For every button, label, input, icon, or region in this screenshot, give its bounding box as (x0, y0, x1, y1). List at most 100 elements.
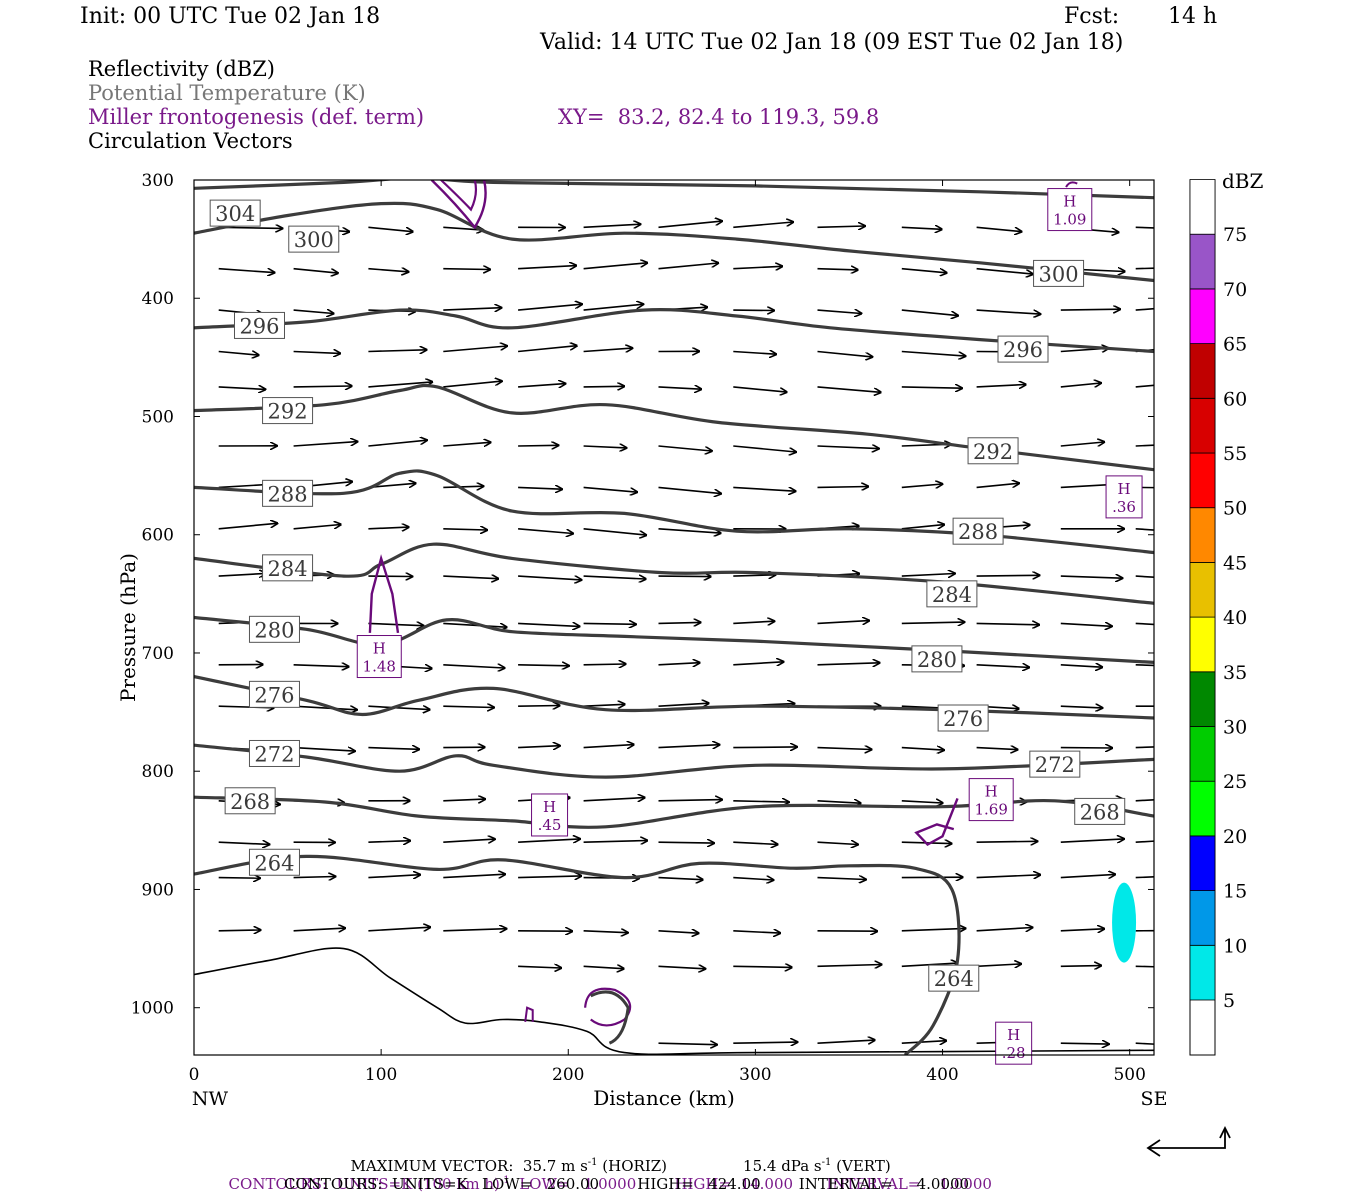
exp: -1 (821, 1157, 832, 1168)
circulation-vector (518, 623, 579, 626)
circulation-vector (658, 703, 709, 706)
circulation-vector (976, 928, 1033, 931)
legend-vectors: Circulation Vectors (88, 129, 293, 153)
reflectivity-area (1112, 882, 1137, 963)
forecast-hour: 14 h (1168, 4, 1218, 29)
circulation-vector (901, 267, 947, 273)
colorbar-label: 45 (1223, 552, 1247, 574)
circulation-vector (1135, 444, 1154, 447)
colorbar-title: dBZ (1222, 169, 1264, 193)
circulation-vector (658, 486, 722, 493)
circulation-vector (733, 931, 780, 933)
theta-label: 288 (268, 482, 308, 506)
theta-label: 288 (958, 520, 998, 544)
circulation-vector (658, 263, 719, 270)
colorbar-swatch (1189, 397, 1216, 454)
circulation-vector (368, 483, 415, 489)
circulation-vector (1060, 929, 1104, 931)
x-axis-title: Distance (km) (593, 1086, 735, 1110)
fronto-max-label: H (1063, 193, 1076, 211)
circulation-vector (817, 350, 873, 357)
circulation-vector (658, 445, 712, 451)
max-vector-horiz: MAXIMUM VECTOR: 35.7 m s (350, 1157, 588, 1175)
circulation-vector (733, 486, 795, 491)
theta-label-box (911, 645, 963, 673)
circulation-vector (901, 387, 962, 388)
circulation-vector (817, 878, 866, 880)
theta-label-box (248, 848, 300, 876)
circulation-vector (218, 878, 260, 879)
circulation-vector (293, 928, 346, 931)
circulation-vector (976, 226, 1022, 231)
circulation-vector (817, 842, 858, 844)
circulation-vector (518, 384, 565, 387)
circulation-vector (583, 263, 648, 270)
fronto-contour (584, 987, 632, 1027)
circulation-vector (368, 226, 412, 231)
circulation-vector (901, 350, 966, 357)
colorbar-swatch (1189, 233, 1216, 290)
circulation-vector (976, 309, 1041, 314)
colorbar-label: 15 (1223, 881, 1247, 903)
circulation-vector (293, 705, 357, 710)
max-vector-vert: 15.4 dPa s (743, 1157, 822, 1175)
colorbar-swatch (1189, 616, 1216, 673)
theta-label: 280 (917, 648, 957, 672)
circulation-vector (518, 706, 559, 707)
circulation-vector (518, 346, 577, 353)
circulation-vector (658, 221, 723, 229)
y-tick-label: 400 (142, 289, 174, 309)
y-tick-label: 800 (142, 762, 174, 782)
circulation-vector (1135, 876, 1154, 879)
circulation-vector (443, 929, 506, 931)
y-tick-label: 700 (142, 644, 174, 664)
x-tick-label: 200 (552, 1065, 584, 1085)
circulation-vector (733, 352, 776, 355)
circulation-vector (817, 1040, 875, 1043)
x-tick-label: 300 (739, 1065, 771, 1085)
circulation-vector (293, 310, 334, 313)
colorbar-swatch (1189, 288, 1216, 344)
circulation-vector (443, 706, 494, 707)
theta-label-box (248, 739, 300, 767)
theta-contour-264 (194, 854, 961, 1055)
x-tick-label: 500 (1113, 1065, 1145, 1085)
circulation-vector (443, 799, 485, 801)
fronto-max-value: .45 (538, 816, 562, 834)
fronto-max-box (995, 1021, 1033, 1065)
circulation-vector (583, 841, 648, 843)
circulation-vector (817, 663, 880, 665)
theta-label-box (1029, 750, 1081, 778)
circulation-vector (583, 798, 645, 801)
circulation-vector (583, 528, 647, 535)
colorbar-swatch (1189, 562, 1216, 618)
circulation-vector (1135, 746, 1154, 749)
circulation-vector (658, 800, 723, 801)
circulation-vector (658, 528, 721, 533)
circulation-vector (583, 704, 625, 706)
circulation-vector (368, 748, 419, 750)
circulation-vector (583, 224, 641, 227)
circulation-vector (1135, 664, 1154, 667)
circulation-vector (443, 486, 483, 487)
circulation-vector (293, 267, 338, 273)
colorbar-swatch (1189, 944, 1216, 1001)
circulation-vector (976, 964, 1022, 966)
circulation-vector (1060, 706, 1103, 708)
circulation-vector (733, 801, 789, 802)
fronto-contour (914, 797, 959, 847)
theta-label: 296 (1003, 338, 1043, 362)
circulation-vector (901, 748, 944, 751)
circulation-vector (901, 574, 955, 577)
circulation-vector (1060, 665, 1102, 667)
circulation-vector (733, 662, 783, 665)
circulation-vector (1060, 383, 1101, 388)
theta-label-box (262, 397, 314, 425)
colorbar-label: 20 (1223, 826, 1247, 848)
circulation-vector (658, 387, 702, 389)
colorbar-swatch (1189, 726, 1216, 782)
theta-label-box (248, 615, 300, 643)
theta-contour-300 (194, 201, 1154, 283)
theta-label: 300 (294, 228, 334, 252)
colorbar-label: 50 (1223, 498, 1247, 520)
